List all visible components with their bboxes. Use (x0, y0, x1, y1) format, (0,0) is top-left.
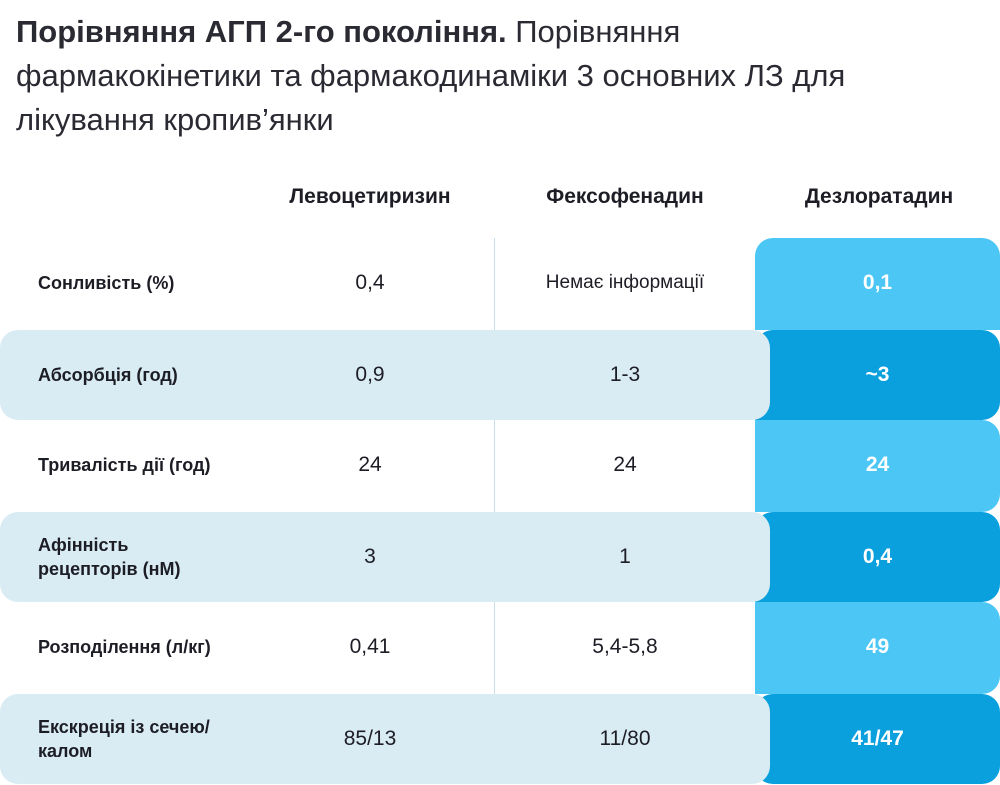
column-header-levocetirizine: Левоцетиризин (289, 185, 451, 208)
row-shade (0, 330, 770, 420)
highlight-bg-row-2 (755, 330, 1000, 420)
highlight-bg-row-6 (755, 694, 1000, 784)
cell-fexofenadine: 24 (613, 453, 637, 476)
cell-fexofenadine: 11/80 (599, 727, 651, 750)
cell-desloratadine: 41/47 (851, 727, 904, 750)
cell-fexofenadine: 5,4-5,8 (592, 635, 658, 658)
highlight-bg-row-4 (755, 512, 1000, 602)
title-bold: Порівняння АГП 2-го покоління. (16, 14, 507, 49)
cell-levocetirizine: 0,4 (355, 271, 385, 294)
table-row: Розподілення (л/кг) 0,41 5,4-5,8 49 (0, 602, 1000, 692)
table-row: Тривалість дії (год) 24 24 24 (0, 420, 1000, 510)
cell-levocetirizine: 24 (358, 453, 382, 476)
highlight-bg-row-3 (755, 420, 1000, 512)
cell-fexofenadine: 1-3 (609, 363, 641, 386)
column-divider (494, 238, 495, 768)
cell-desloratadine: 0,4 (862, 545, 893, 568)
table-row: Сонливість (%) 0,4 Немає інформації 0,1 (0, 238, 1000, 328)
table-row: Абсорбція (год) 0,9 1-3 ~3 (0, 330, 1000, 420)
row-label: Екскреція із сечею/ калом (38, 717, 210, 761)
highlight-bg-row-5 (755, 602, 1000, 694)
row-label: Тривалість дії (год) (38, 455, 211, 475)
column-header-fexofenadine: Фексофенадин (546, 185, 704, 208)
cell-desloratadine: ~3 (865, 363, 890, 386)
table-row: Екскреція із сечею/ калом 85/13 11/80 41… (0, 694, 1000, 784)
row-label: Абсорбція (год) (38, 365, 178, 385)
cell-levocetirizine: 0,9 (355, 363, 385, 386)
cell-levocetirizine: 85/13 (343, 727, 397, 750)
row-label: Розподілення (л/кг) (38, 637, 211, 657)
row-shade (0, 512, 770, 602)
highlight-bg-row-1 (755, 238, 1000, 330)
cell-desloratadine: 24 (865, 453, 890, 476)
row-label: Афінність рецепторів (нМ) (38, 535, 181, 579)
column-header-desloratadine: Дезлоратадин (804, 185, 954, 208)
page-title: Порівняння АГП 2-го покоління. Порівнянн… (16, 10, 916, 142)
cell-desloratadine: 49 (865, 635, 890, 658)
row-label: Сонливість (%) (38, 273, 175, 293)
cell-levocetirizine: 0,41 (349, 635, 391, 658)
cell-fexofenadine: Немає інформації (545, 272, 705, 293)
row-shade (0, 694, 770, 784)
cell-levocetirizine: 3 (364, 545, 376, 568)
cell-desloratadine: 0,1 (862, 271, 893, 294)
cell-fexofenadine: 1 (619, 545, 631, 568)
title-rest: Порівняння фармакокінетики та фармакодин… (16, 14, 846, 137)
table-row: Афінність рецепторів (нМ) 3 1 0,4 (0, 512, 1000, 602)
